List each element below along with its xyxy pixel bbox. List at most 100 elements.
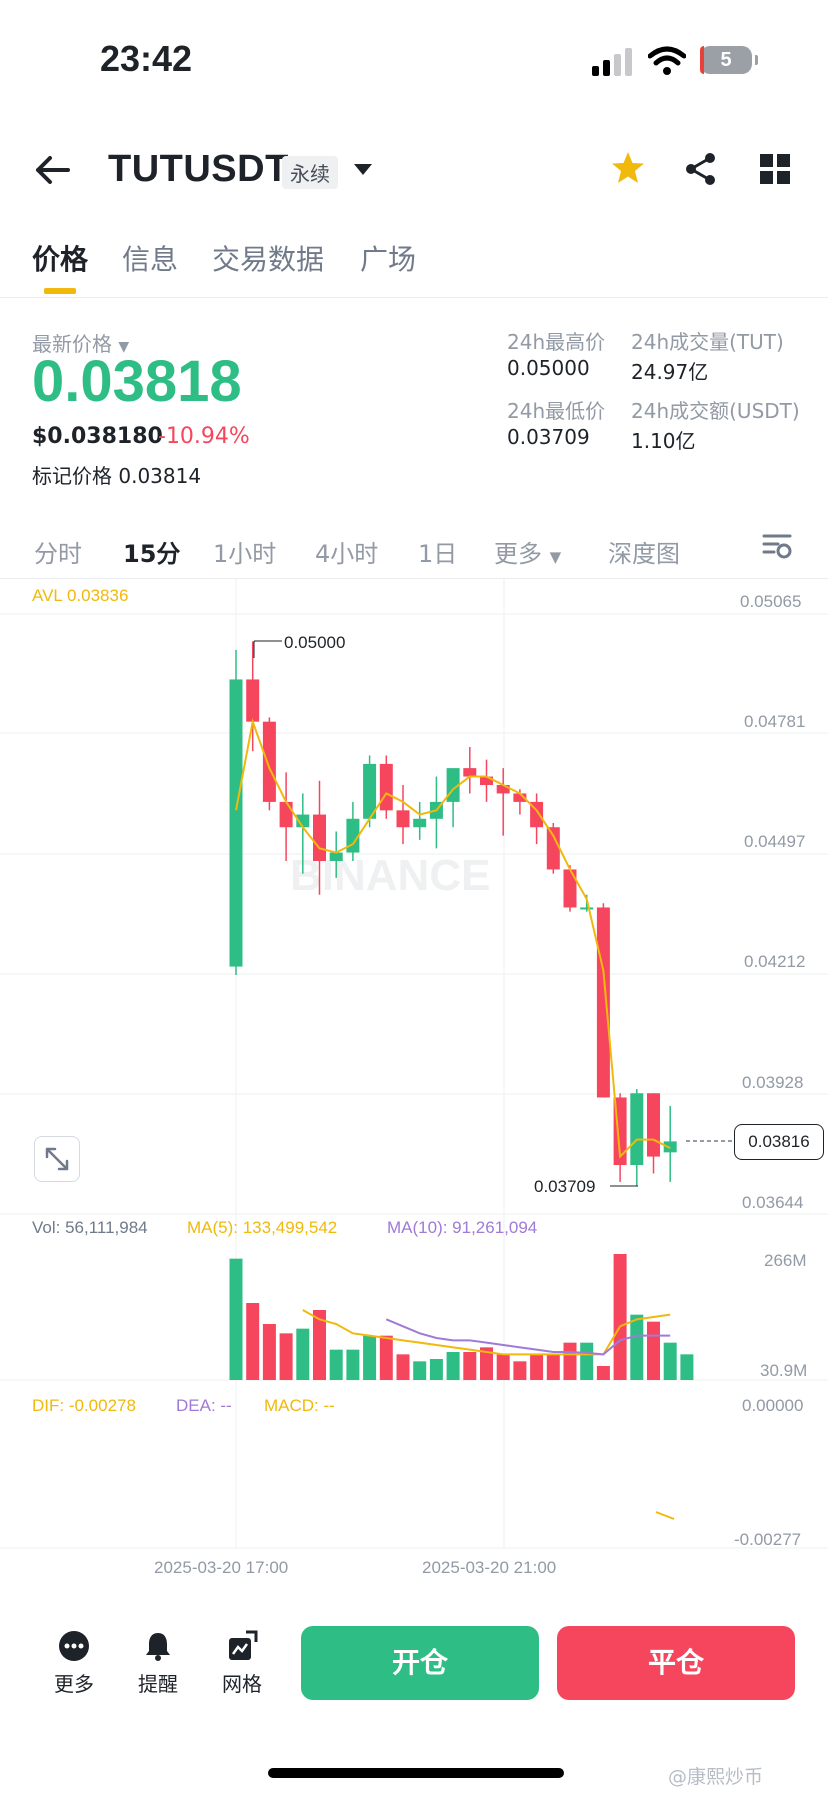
depth-chart-tab[interactable]: 深度图: [608, 540, 680, 568]
volume-ma5-label: MA(5): 133,499,542: [187, 1218, 338, 1237]
tab-price[interactable]: 价格: [32, 243, 89, 276]
last-price-label[interactable]: 最新价格 ▼: [32, 332, 130, 356]
share-icon[interactable]: [684, 152, 718, 186]
macd-y-tick: 0.00000: [742, 1396, 804, 1415]
tab-trading-data[interactable]: 交易数据: [212, 243, 325, 276]
candle-body: [663, 1141, 677, 1153]
volume-label: Vol: 56,111,984: [32, 1218, 148, 1237]
wifi-icon: [648, 46, 686, 75]
volume-bar: [413, 1361, 427, 1380]
tabs-divider: [0, 297, 828, 298]
volume-y-tick: 266M: [764, 1251, 807, 1270]
grid-bot-icon: [229, 1630, 258, 1660]
symbol-title[interactable]: TUTUSDT: [108, 148, 289, 190]
candle-body: [379, 763, 393, 811]
mark-price-row: 标记价格 0.03814: [32, 464, 202, 488]
candle-body: [596, 907, 610, 1098]
y-tick: 0.03644: [742, 1193, 804, 1212]
volume-bar: [346, 1349, 360, 1380]
volume-bar: [463, 1352, 477, 1380]
usd-price: $0.038180: [32, 424, 163, 449]
volume-bar: [279, 1333, 293, 1380]
low-marker-label: 0.03709: [534, 1177, 595, 1196]
home-indicator: [268, 1768, 564, 1778]
interval-more[interactable]: 更多 ▼: [494, 540, 562, 568]
volume-bar: [563, 1342, 577, 1380]
candle-body: [279, 801, 293, 828]
tab-info[interactable]: 信息: [122, 243, 179, 276]
candle-body: [246, 679, 260, 722]
avl-label: AVL 0.03836: [32, 586, 129, 605]
candle-body: [346, 818, 360, 853]
bottom-nav-more-label: 更多: [54, 1672, 94, 1696]
last-price: 0.03818: [32, 349, 242, 414]
low-24h-value: 0.03709: [507, 425, 590, 449]
bottom-nav-more[interactable]: 更多: [34, 1630, 114, 1697]
interval-1d[interactable]: 1日: [418, 540, 458, 568]
bottom-nav-alert[interactable]: 提醒: [118, 1630, 198, 1697]
volume-bar: [613, 1254, 627, 1380]
candle-body: [580, 907, 594, 910]
volume-bar: [296, 1328, 310, 1380]
grid-menu-icon[interactable]: [760, 154, 790, 184]
status-time: 23:42: [100, 38, 193, 79]
macd-label: MACD: --: [264, 1396, 335, 1415]
candle-body: [647, 1093, 660, 1157]
candle-body: [480, 776, 493, 786]
tab-square[interactable]: 广场: [360, 243, 417, 276]
dea-label: DEA: --: [176, 1396, 232, 1415]
interval-15m[interactable]: 15分: [123, 540, 181, 568]
x-tick: 2025-03-20 21:00: [422, 1558, 557, 1577]
high-24h-value: 0.05000: [507, 356, 590, 380]
interval-1h[interactable]: 1小时: [213, 540, 277, 568]
volume-bar: [596, 1366, 610, 1380]
candle-body: [262, 721, 276, 802]
volume-bar: [513, 1361, 527, 1380]
volume-bar: [480, 1347, 493, 1380]
candle-body: [463, 768, 477, 777]
fullscreen-button[interactable]: [34, 1136, 80, 1182]
back-arrow-icon[interactable]: [34, 154, 70, 186]
volume-bar: [647, 1321, 660, 1380]
bottom-nav-grid[interactable]: 网格: [202, 1630, 282, 1697]
volume-24h-label: 24h成交量(TUT): [631, 330, 784, 354]
volume-bar: [246, 1303, 260, 1380]
volume-bar: [363, 1335, 377, 1380]
interval-4h[interactable]: 4小时: [315, 540, 379, 568]
candle-body: [413, 818, 427, 828]
bottom-nav-grid-label: 网格: [222, 1672, 262, 1696]
chart-settings-icon[interactable]: [762, 532, 792, 560]
candle-body: [513, 793, 527, 802]
favorite-star-icon[interactable]: [610, 150, 646, 186]
dif-label: DIF: -0.00278: [32, 1396, 136, 1415]
low-24h-label: 24h最低价: [507, 399, 606, 423]
volume-bar: [446, 1352, 460, 1380]
battery-indicator: 5: [700, 46, 758, 74]
symbol-dropdown-icon[interactable]: [354, 164, 372, 176]
open-position-button[interactable]: 开仓: [301, 1626, 539, 1700]
expand-icon: [45, 1147, 69, 1171]
candle-body: [229, 679, 243, 967]
price-gridlines: [0, 578, 828, 1549]
more-dots-icon: [59, 1631, 89, 1661]
volume-bar: [530, 1354, 544, 1380]
volume-bar: [663, 1342, 677, 1380]
volume-bar: [630, 1314, 644, 1380]
interval-time-sharing[interactable]: 分时: [34, 540, 82, 568]
volume-ma5-line: [302, 1309, 671, 1356]
current-price-tag[interactable]: 0.03816: [734, 1124, 824, 1160]
candle-body: [630, 1093, 644, 1166]
price-change: -10.94%: [158, 424, 250, 449]
active-tab-indicator: [44, 288, 76, 294]
close-position-button[interactable]: 平仓: [557, 1626, 795, 1700]
candles: [229, 641, 677, 1187]
candle-body: [363, 763, 377, 819]
y-tick: 0.04212: [744, 952, 806, 971]
y-tick: 0.05065: [740, 592, 802, 611]
dif-line: [655, 1511, 675, 1520]
bell-icon: [146, 1633, 170, 1661]
kline-chart[interactable]: BINANCE 0.05000 0.03709: [0, 578, 828, 1578]
bottom-nav-alert-label: 提醒: [138, 1672, 178, 1696]
candle-body: [313, 814, 326, 862]
high-24h-label: 24h最高价: [507, 330, 606, 354]
